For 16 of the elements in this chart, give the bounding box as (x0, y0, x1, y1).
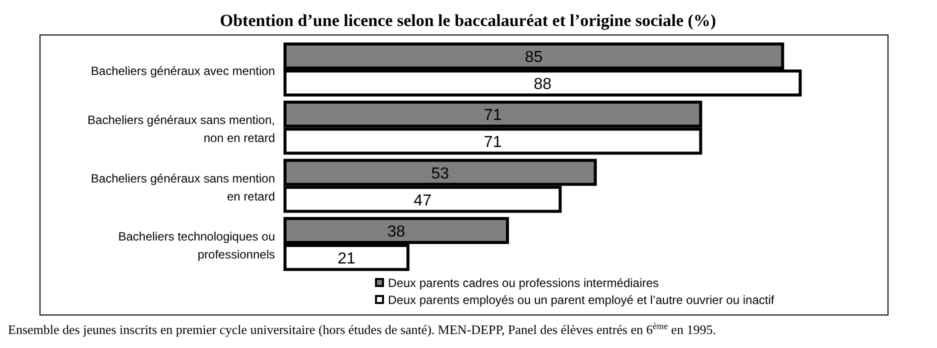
chart-title: Obtention d’une licence selon le baccalauréat et l’origine sociale (%) (220, 11, 716, 30)
y-tick-label: Bacheliers technologiques ou professionnels (118, 229, 275, 262)
y-tick-label: Bacheliers généraux sans mention en retard (90, 171, 275, 204)
data-label: 85 (524, 49, 543, 66)
data-label: 71 (484, 107, 502, 124)
data-label: 71 (484, 134, 502, 152)
data-label: 47 (414, 192, 432, 210)
legend-label: Deux parents cadres ou professions intermédiaires (388, 276, 659, 290)
data-label: 53 (431, 165, 450, 182)
data-label: 88 (534, 76, 552, 93)
y-tick-label: Bacheliers généraux avec mention (90, 64, 275, 78)
y-tick-label: Bacheliers généraux sans mention, non en retard (88, 113, 275, 146)
data-label: 21 (338, 250, 356, 268)
text: Ensemble des jeunes inscrits en premier cycle universitaire (hors études de santé). MEN-DEPP, Panel des élèves entrés en 6$^{ème}$ en 1995. (8, 321, 716, 337)
data-label: 38 (387, 223, 406, 240)
legend-label: Deux parents employés ou un parent employé et l’autre ouvrier ou inactif (388, 293, 775, 307)
